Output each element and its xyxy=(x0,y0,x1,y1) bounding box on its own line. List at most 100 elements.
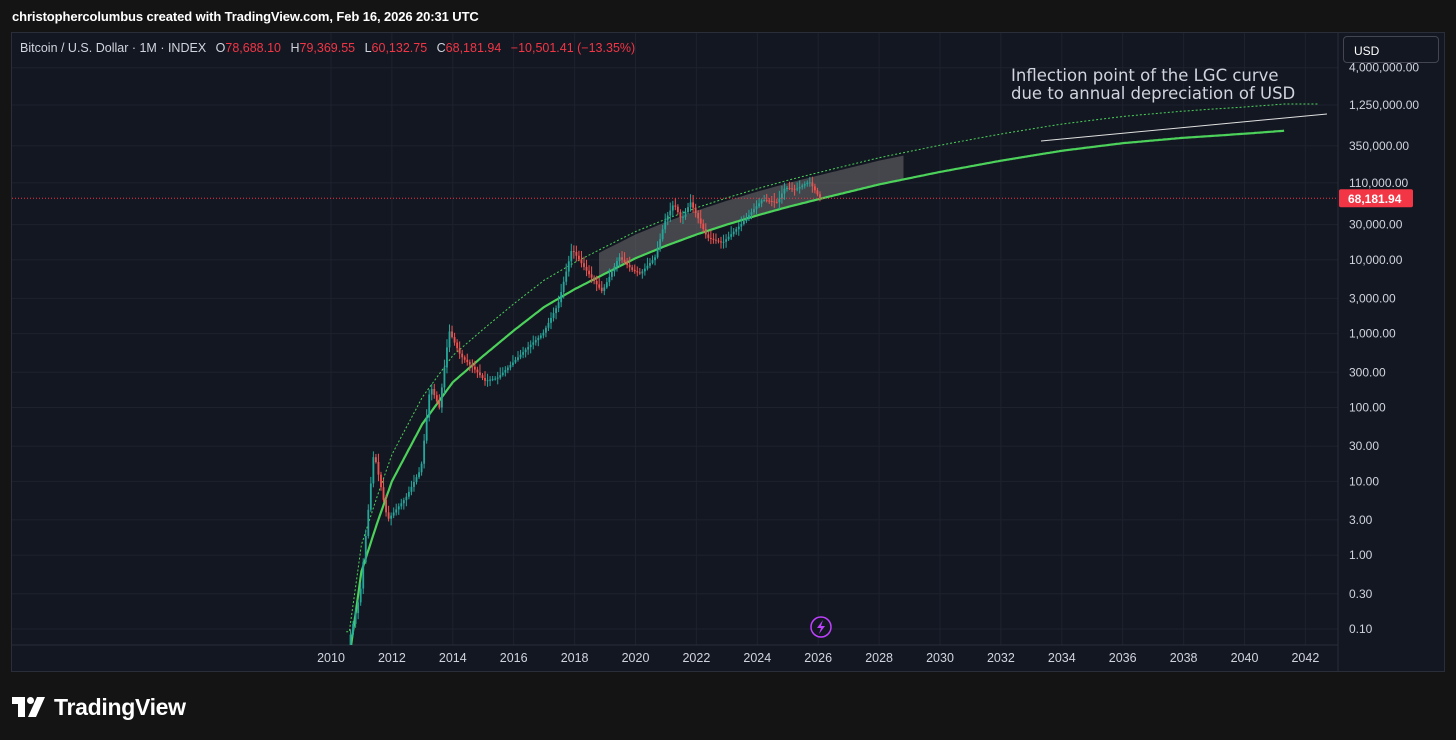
currency-button[interactable]: USD xyxy=(1343,36,1439,63)
candle-body xyxy=(720,241,722,243)
x-tick-label: 2020 xyxy=(622,651,650,665)
candle-body xyxy=(557,302,560,309)
candle-body xyxy=(786,187,788,189)
candle-body xyxy=(666,215,669,221)
lgc-curve xyxy=(350,129,1285,645)
candle-body xyxy=(588,270,590,275)
candle-body xyxy=(687,207,689,212)
candle-body xyxy=(435,395,438,402)
chart-credit: christophercolumbus created with Trading… xyxy=(12,9,479,24)
candle-body xyxy=(811,182,814,187)
y-tick-label: 10.00 xyxy=(1349,474,1379,488)
candle-body xyxy=(689,202,692,208)
candle-body xyxy=(626,262,629,265)
candle-body xyxy=(608,276,611,283)
candle-body xyxy=(618,257,621,262)
top-bar: christophercolumbus created with Trading… xyxy=(0,0,1456,32)
candle-body xyxy=(656,248,659,258)
y-tick-label: 0.30 xyxy=(1349,587,1373,601)
candle-body xyxy=(451,331,453,338)
candle-body xyxy=(605,282,608,288)
close-label: C xyxy=(436,41,446,55)
candle-body xyxy=(438,401,441,408)
candle-body xyxy=(527,347,530,350)
y-tick-label: 300.00 xyxy=(1349,365,1386,379)
x-tick-label: 2038 xyxy=(1170,651,1198,665)
candle-body xyxy=(372,457,375,484)
candle-body xyxy=(684,211,687,217)
candle-body xyxy=(616,261,618,267)
candle-body xyxy=(781,193,783,199)
candle-body xyxy=(448,331,451,348)
candle-body xyxy=(418,472,420,478)
candle-body xyxy=(519,354,522,358)
candle-body xyxy=(407,491,410,497)
candle-body xyxy=(610,271,613,277)
candle-body xyxy=(537,337,540,341)
candle-body xyxy=(664,220,667,230)
candle-body xyxy=(461,353,464,358)
candle-body xyxy=(623,259,626,263)
candle-body xyxy=(646,265,649,269)
candle-body xyxy=(539,335,542,338)
candle-body xyxy=(580,259,583,264)
candle-body xyxy=(661,229,664,240)
candle-body xyxy=(654,257,656,261)
last-price-badge xyxy=(1339,189,1413,208)
candle-body xyxy=(748,215,750,219)
candle-body xyxy=(707,234,710,238)
candle-body xyxy=(702,223,705,230)
candle-body xyxy=(638,272,641,274)
candle-body xyxy=(765,200,768,202)
symbol-title: Bitcoin / U.S. Dollar · 1M · INDEX xyxy=(20,41,207,55)
candle-body xyxy=(486,380,489,382)
candle-body xyxy=(575,252,578,256)
high-value: 79,369.55 xyxy=(299,41,356,55)
candle-body xyxy=(735,229,738,232)
candle-body xyxy=(578,255,580,260)
candle-body xyxy=(641,271,644,274)
close-value: 68,181.94 xyxy=(445,41,502,55)
x-tick-label: 2012 xyxy=(378,651,406,665)
candle-body xyxy=(443,367,446,388)
candle-body xyxy=(773,201,776,203)
candle-body xyxy=(590,274,593,278)
candle-body xyxy=(400,503,403,507)
candle-body xyxy=(628,264,631,268)
chart-panel[interactable] xyxy=(11,32,1445,672)
candle-body xyxy=(699,218,702,224)
candle-body xyxy=(466,359,469,363)
candle-body xyxy=(745,218,748,222)
y-tick-label: 110,000.00 xyxy=(1349,176,1408,190)
candle-body xyxy=(522,352,525,355)
x-tick-label: 2022 xyxy=(682,651,710,665)
candle-body xyxy=(715,239,717,241)
change-value: −10,501.41 (−13.35%) xyxy=(510,41,636,55)
candle-body xyxy=(410,486,413,492)
low-value: 60,132.75 xyxy=(371,41,428,55)
candle-body xyxy=(565,271,568,282)
candle-body xyxy=(550,317,552,323)
candle-body xyxy=(555,308,557,314)
candle-body xyxy=(359,588,362,603)
ohlc-legend: Bitcoin / U.S. Dollar · 1M · INDEX O78,6… xyxy=(20,41,635,55)
candle-body xyxy=(613,266,616,272)
candle-body xyxy=(753,209,755,213)
x-tick-label: 2028 xyxy=(865,651,893,665)
candle-body xyxy=(489,379,492,381)
candle-body xyxy=(369,483,372,510)
candle-body xyxy=(742,221,745,225)
candle-body xyxy=(732,231,735,235)
candle-body xyxy=(674,205,677,207)
candle-body xyxy=(405,496,408,501)
candle-body xyxy=(694,207,697,214)
candle-body xyxy=(562,281,565,293)
lightning-event-icon[interactable] xyxy=(810,616,832,638)
candle-body xyxy=(692,202,695,208)
candle-body xyxy=(542,332,545,336)
candle-body xyxy=(390,515,393,519)
candle-body xyxy=(631,267,634,270)
candle-body xyxy=(603,287,606,292)
x-tick-label: 2036 xyxy=(1109,651,1137,665)
